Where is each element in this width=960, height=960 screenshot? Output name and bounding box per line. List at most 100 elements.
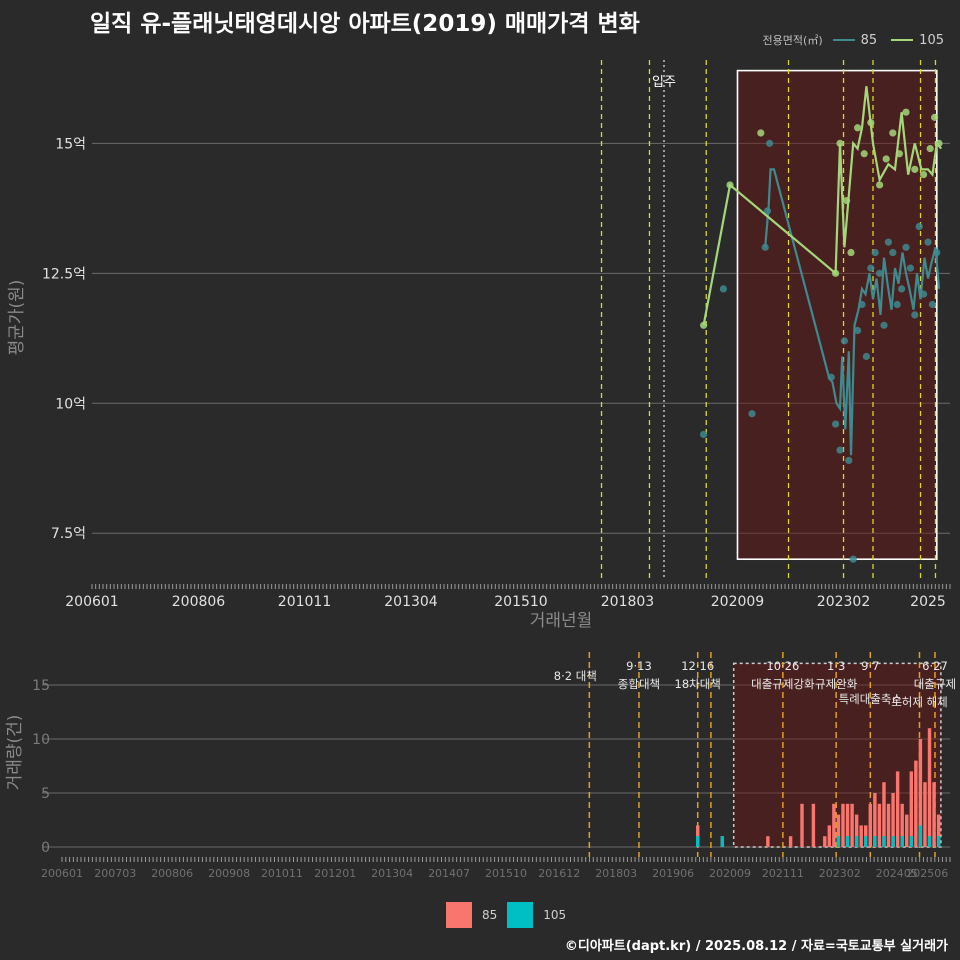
footer-credit: ©디아파트(dapt.kr) / 2025.08.12 / 자료=국토교통부 실… [564, 939, 948, 954]
volume-bar-105 [854, 836, 859, 847]
volume-chart: 0 5 10 15 거래량(건) 200601 200703 200806 200908 2010… [5, 652, 956, 880]
series-105-point [726, 181, 734, 189]
series-105-point [860, 150, 868, 158]
series-85-point [902, 243, 910, 251]
volume-policy-label: 규제완화 [815, 677, 858, 691]
series-105-point [889, 129, 897, 137]
series-85-point [761, 243, 769, 251]
volume-bar-85 [836, 814, 841, 847]
volume-bar-85 [841, 803, 845, 847]
volume-bar-85 [854, 814, 859, 847]
price-x-tick-label: 2025 [910, 594, 946, 610]
volume-policy-label: 12·16 [681, 659, 714, 673]
series-105-point [935, 139, 943, 147]
price-y-tick-label: 10억 [55, 396, 86, 412]
volume-bar-85 [877, 803, 882, 847]
volume-bar-85 [909, 771, 913, 847]
volume-bar-85 [800, 803, 804, 847]
series-85-point [845, 456, 853, 465]
price-move-in-label: 입주 [652, 75, 676, 90]
series-85-point [862, 352, 871, 361]
series-105-point [902, 108, 910, 116]
series-85-point [889, 248, 897, 257]
volume-y-tick-label: 15 [32, 678, 50, 694]
series-105-point [911, 165, 919, 173]
price-x-tick-label: 201803 [601, 594, 654, 610]
volume-bar-105 [836, 836, 841, 847]
volume-bar-85 [900, 803, 904, 847]
volume-x-tick-label: 202009 [709, 867, 751, 880]
volume-bar-105 [936, 836, 941, 847]
series-85-point [884, 238, 893, 246]
series-85-point [880, 321, 888, 329]
volume-policy-label: 대출규제강화 [751, 677, 815, 691]
series-105-point [926, 144, 934, 153]
series-85-point [928, 300, 937, 309]
series-85-point [933, 248, 941, 257]
series-85-point [763, 207, 772, 215]
volume-bar-85 [923, 782, 927, 847]
volume-x-tick-label: 201510 [485, 867, 527, 880]
series-105-point [700, 321, 708, 329]
volume-bar-85 [868, 803, 873, 847]
volume-bar-85 [859, 825, 863, 847]
legend-105-label: 105 [919, 32, 944, 48]
legend-volume: 85 105 [446, 902, 566, 928]
price-x-tick-label: 200601 [65, 594, 118, 610]
volume-bar-85 [936, 814, 941, 847]
series-105-point [832, 269, 840, 277]
price-y-tick-label: 7.5억 [51, 526, 86, 542]
price-x-tick-label: 201011 [278, 594, 331, 610]
series-105-point [847, 248, 855, 257]
volume-policy-label: 대출규제 [914, 677, 956, 691]
series-105-point [854, 124, 862, 132]
legend-85-label: 85 [860, 32, 878, 48]
series-85-point [924, 238, 932, 246]
volume-bar-85 [895, 771, 900, 847]
price-y-tick-label: 12.5억 [42, 266, 86, 282]
volume-bar-105 [891, 836, 895, 847]
series-105-point [843, 196, 851, 205]
volume-x-tick-label: 201906 [652, 867, 694, 880]
volume-x-tick-label: 202111 [762, 867, 804, 880]
volume-x-tick-label: 201201 [314, 867, 356, 880]
volume-bar-105 [720, 836, 725, 847]
legend-volume-105-swatch [507, 902, 534, 928]
series-85-point [876, 269, 884, 277]
volume-x-tick-label: 201803 [595, 867, 637, 880]
volume-policy-label: 토허제 해제 [891, 695, 948, 709]
volume-bar-85 [823, 836, 827, 847]
volume-x-tick-label: 201011 [261, 867, 303, 880]
volume-bar-105 [864, 836, 868, 847]
volume-policy-label: 종합대책 [618, 677, 660, 691]
price-x-tick-label: 201510 [494, 594, 547, 610]
legend-105-key [891, 39, 914, 41]
volume-bar-85 [873, 793, 877, 847]
series-85-point [906, 264, 915, 272]
legend-85-key [832, 39, 855, 41]
volume-bar-105 [927, 836, 932, 847]
volume-bar-85 [882, 782, 886, 847]
series-85-line [764, 168, 941, 456]
series-85-point [827, 373, 835, 381]
series-85-point [748, 410, 756, 418]
legend-volume-85-label: 85 [482, 908, 498, 922]
series-85-point [898, 285, 906, 293]
volume-x-tick-label: 200908 [208, 867, 250, 880]
volume-x-tick-label: 202405 [876, 867, 918, 880]
series-105-point [876, 181, 884, 189]
volume-bar-85 [827, 825, 832, 847]
legend-volume-85-swatch [446, 902, 472, 928]
series-85-point [836, 446, 844, 454]
legend-volume-105-label: 105 [543, 908, 567, 922]
volume-x-tick-label: 202302 [819, 867, 861, 880]
volume-x-tick-label: 202506 [906, 867, 948, 880]
volume-bar-85 [905, 814, 909, 847]
series-85-point [915, 222, 923, 231]
price-x-axis-label: 거래년월 [530, 611, 593, 631]
series-85-point [893, 300, 901, 309]
volume-bar-105 [882, 836, 886, 847]
volume-x-tick-label: 200806 [151, 867, 193, 880]
volume-bar-85 [927, 728, 932, 847]
